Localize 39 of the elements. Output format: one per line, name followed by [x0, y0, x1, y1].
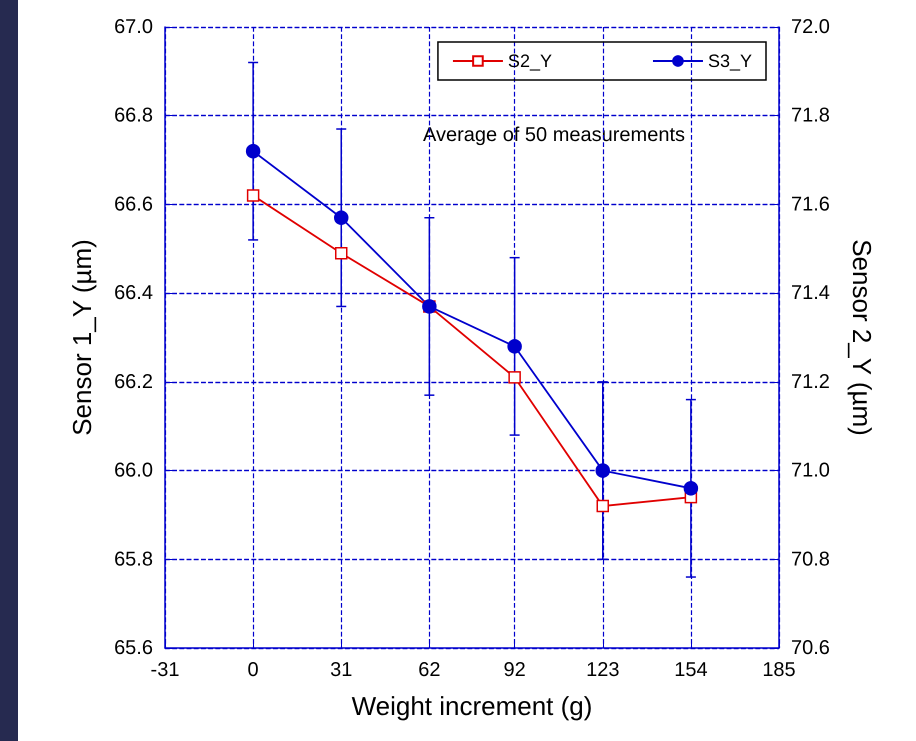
point	[334, 210, 348, 225]
y-tick-label: 66.6	[114, 193, 153, 216]
y-tick-label: 66.8	[114, 104, 153, 127]
y-tick-label: 65.8	[114, 548, 153, 570]
y2-tick-label: 71.2	[791, 370, 830, 393]
point	[334, 246, 348, 260]
y2-tick-label: 71.4	[791, 282, 830, 304]
x-tick-label: 92	[504, 659, 526, 681]
y-tick-label: 67.0	[114, 16, 153, 38]
legend-label: S3_Y	[708, 51, 752, 71]
y-tick-label: 66.4	[114, 282, 153, 304]
y2-tick-label: 71.8	[791, 104, 830, 127]
x-axis-title: Weight increment (g)	[352, 691, 592, 721]
y2-tick-label: 72.0	[791, 16, 830, 38]
x-tick-label: 0	[248, 659, 259, 681]
x-tick-label: -31	[150, 659, 180, 681]
y2-tick-label: 70.8	[791, 548, 830, 570]
point	[246, 189, 260, 202]
point	[507, 339, 522, 354]
point	[684, 481, 698, 496]
y-tick-label: 65.6	[114, 637, 153, 659]
legend-label: S2_Y	[508, 51, 552, 71]
point	[596, 463, 610, 478]
x-tick-label: 185	[762, 659, 796, 681]
point	[246, 144, 260, 158]
point	[596, 500, 610, 512]
x-tick-label: 31	[330, 659, 352, 681]
y-tick-label: 66.0	[114, 460, 153, 482]
point	[508, 371, 521, 384]
y2-tick-label: 71.6	[791, 193, 830, 216]
annotation: Average of 50 measurements	[423, 124, 686, 146]
y2-tick-label: 70.6	[791, 637, 830, 659]
y2-tick-label: 71.0	[791, 460, 830, 482]
y-axis-title: Sensor 1_Y (µm)	[67, 239, 97, 436]
y2-axis-title: Sensor 2_Y (µm)	[847, 239, 877, 436]
x-tick-label: 62	[418, 659, 440, 681]
x-tick-label: 123	[586, 659, 620, 681]
y-tick-label: 66.2	[114, 370, 153, 393]
x-tick-label: 154	[674, 659, 708, 681]
